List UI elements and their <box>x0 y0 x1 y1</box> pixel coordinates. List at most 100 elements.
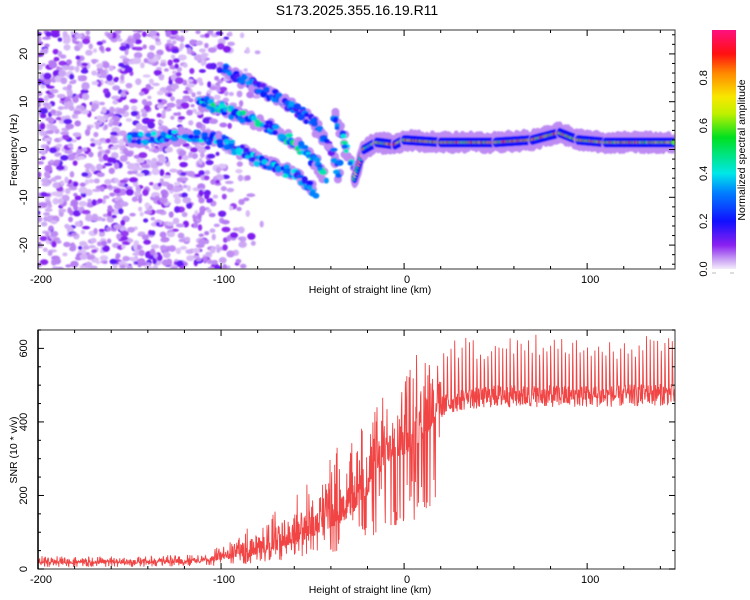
noise-cell <box>192 79 198 85</box>
branch-cell <box>297 140 305 148</box>
noise-cell <box>178 155 183 160</box>
noise-cell <box>66 88 73 96</box>
noise-cell <box>145 83 152 90</box>
y-tick-label: 0 <box>18 566 30 572</box>
noise-cell <box>221 193 227 200</box>
branch-cell <box>243 147 250 153</box>
noise-cell <box>178 149 187 157</box>
noise-cell <box>49 159 54 164</box>
noise-cell <box>113 178 120 184</box>
noise-cell <box>81 82 90 90</box>
noise-cell <box>111 214 117 219</box>
noise-cell <box>77 155 86 160</box>
noise-cell <box>149 248 156 256</box>
noise-cell <box>213 94 221 101</box>
colorbar-tick-label: 0.8 <box>698 70 710 85</box>
noise-cell <box>228 91 234 97</box>
noise-cell <box>167 59 173 66</box>
noise-cell <box>199 152 205 159</box>
noise-cell <box>43 212 50 216</box>
noise-cell <box>178 238 186 243</box>
noise-cell <box>204 42 209 49</box>
noise-cell <box>176 106 183 110</box>
branch-cell <box>240 73 247 81</box>
snr-line-group <box>38 334 675 568</box>
noise-cell <box>56 165 65 171</box>
noise-cell <box>42 36 51 40</box>
noise-cell <box>156 49 164 56</box>
branch-cell <box>301 176 308 183</box>
noise-cell <box>95 163 103 171</box>
noise-cell <box>55 240 62 244</box>
branch-cell <box>196 96 202 101</box>
noise-cell <box>100 186 105 192</box>
noise-cell <box>80 68 89 74</box>
branch-cell <box>303 112 310 118</box>
noise-cell <box>177 186 184 191</box>
noise-cell <box>237 236 244 241</box>
noise-cell <box>246 193 256 198</box>
colorbar-tick-label: 0.4 <box>698 166 710 181</box>
noise-cell <box>52 197 59 205</box>
noise-cell <box>42 132 48 136</box>
noise-cell <box>93 131 99 138</box>
branch-cell <box>228 105 235 110</box>
noise-cell <box>148 118 156 123</box>
noise-cell <box>142 74 151 78</box>
noise-cell <box>88 43 93 50</box>
noise-cell <box>197 224 203 231</box>
noise-cell <box>147 121 155 129</box>
noise-cell <box>229 232 239 239</box>
y-tick-label: 600 <box>18 339 30 357</box>
noise-cell <box>159 62 167 67</box>
noise-cell <box>208 212 216 218</box>
noise-cell <box>153 55 159 62</box>
noise-cell <box>141 234 149 241</box>
branch-cell <box>171 129 180 135</box>
noise-cell <box>110 131 118 136</box>
noise-cell <box>219 86 228 92</box>
noise-cell <box>110 152 119 159</box>
noise-cell <box>101 198 107 205</box>
branch-cell <box>261 159 268 165</box>
noise-cell <box>141 117 151 125</box>
noise-cell <box>166 39 172 44</box>
noise-cell <box>219 122 228 128</box>
noise-cell <box>119 201 129 206</box>
noise-cell <box>209 228 216 233</box>
noise-cell <box>216 43 225 50</box>
noise-cell <box>210 246 216 254</box>
noise-cell <box>239 32 245 39</box>
noise-cell <box>175 247 182 255</box>
noise-cell <box>48 123 54 130</box>
noise-cell <box>102 153 109 161</box>
noise-cell <box>95 123 100 130</box>
noise-cell <box>57 37 63 42</box>
noise-cell <box>125 66 133 73</box>
noise-cell <box>198 157 203 165</box>
noise-cell <box>63 118 73 125</box>
noise-cell <box>191 92 196 98</box>
noise-cell <box>51 191 60 196</box>
noise-cell <box>206 208 212 214</box>
noise-cell <box>120 236 129 241</box>
noise-cell <box>162 251 171 259</box>
noise-cell <box>72 181 79 187</box>
branch-cell <box>284 168 293 175</box>
noise-cell <box>103 124 108 130</box>
noise-cell <box>130 110 139 117</box>
noise-cell <box>79 265 88 269</box>
noise-cell <box>169 30 179 36</box>
noise-cell <box>166 102 176 108</box>
noise-cell <box>50 220 58 225</box>
noise-cell <box>138 249 145 257</box>
noise-cell <box>195 111 203 116</box>
noise-cell <box>118 208 124 215</box>
noise-cell <box>143 239 151 245</box>
noise-cell <box>97 198 103 204</box>
x-tick-label: 100 <box>581 574 599 586</box>
noise-cell <box>85 261 92 269</box>
noise-cell <box>45 31 52 38</box>
noise-cell <box>150 217 156 221</box>
noise-cell <box>39 202 48 209</box>
